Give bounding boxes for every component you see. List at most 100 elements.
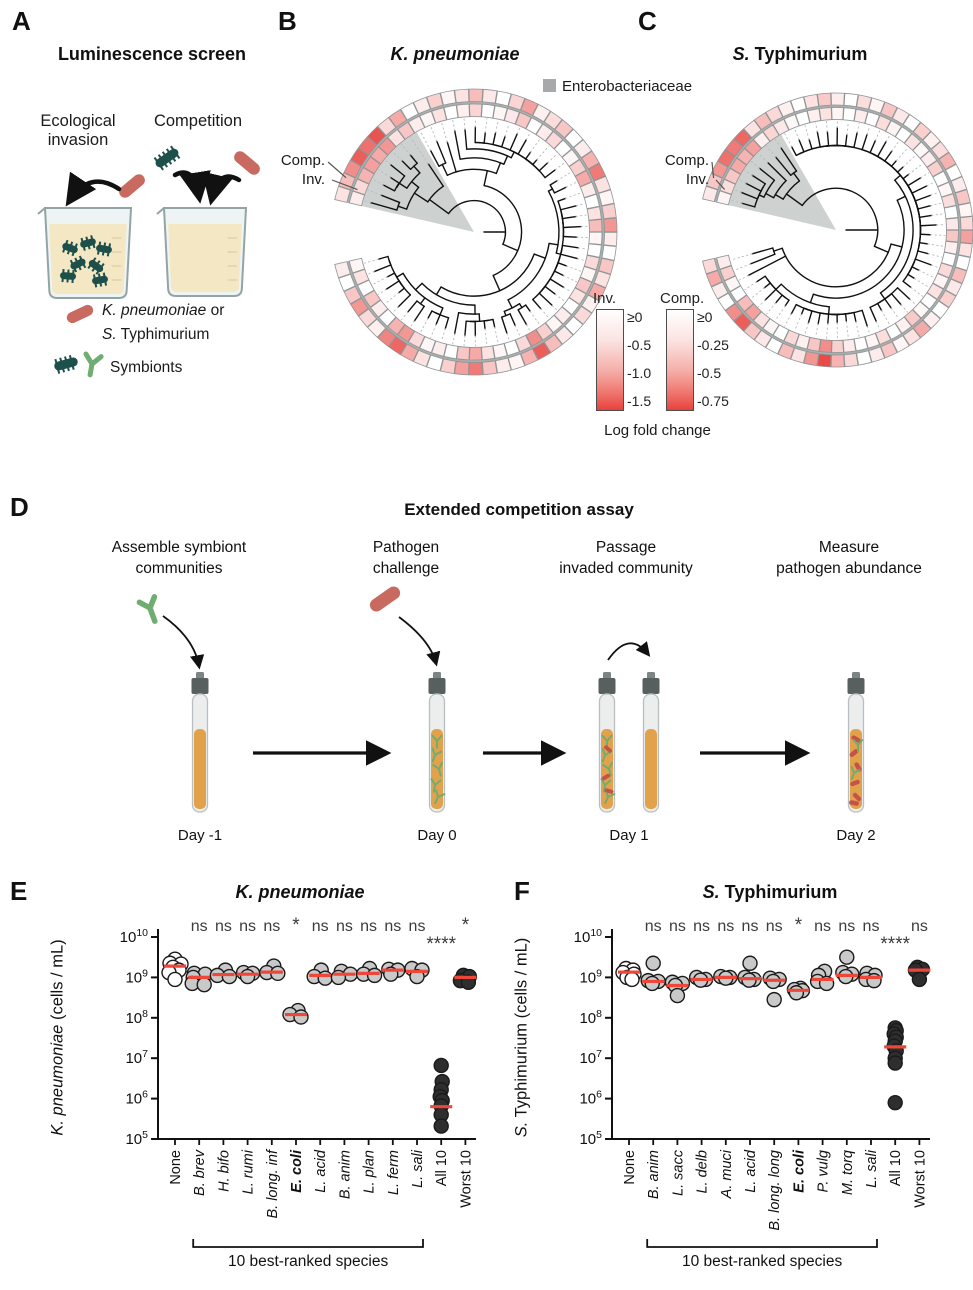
svg-text:L. delb: L. delb [695, 1150, 711, 1194]
svg-text:ns: ns [645, 918, 662, 935]
panel-d-label: D [10, 492, 29, 522]
svg-text:L. plan: L. plan [362, 1150, 378, 1194]
svg-text:ns: ns [384, 918, 401, 935]
svg-text:ns: ns [360, 918, 377, 935]
svg-text:Worst 10: Worst 10 [912, 1150, 928, 1208]
panel-b-comp-label: Comp. [280, 152, 325, 169]
svg-text:All 10: All 10 [434, 1150, 450, 1186]
svg-text:ns: ns [863, 918, 880, 935]
legend-pathogen-line2: S. Typhimurium [102, 326, 210, 343]
svg-text:108: 108 [125, 1008, 148, 1027]
panel-b-inv-label: Inv. [301, 171, 325, 188]
panel-c-comp-label: Comp. [664, 152, 709, 169]
svg-text:ns: ns [766, 918, 783, 935]
panel-b-tree [327, 88, 618, 376]
colorbar-comp [666, 309, 694, 411]
step-challenge: Pathogen challenge [372, 539, 440, 577]
panel-b-label: B [278, 6, 297, 36]
day-0-label: Day 0 [417, 827, 457, 844]
colorbar-tick: -0.5 [697, 365, 722, 381]
panel-f-plot: 1010 109 108 107 106 105 None B. anim ns L. sacc n… [574, 915, 931, 1270]
svg-text:ns: ns [409, 918, 426, 935]
svg-text:L. acid: L. acid [743, 1149, 759, 1193]
svg-text:1010: 1010 [120, 927, 149, 946]
svg-text:ns: ns [814, 918, 831, 935]
method-competition: Competition [153, 112, 243, 130]
panel-c-tree [702, 92, 973, 368]
svg-text:ns: ns [911, 918, 928, 935]
svg-text:107: 107 [125, 1048, 148, 1067]
svg-text:ns: ns [742, 918, 759, 935]
svg-text:105: 105 [125, 1129, 148, 1148]
panel-c-inv-label: Inv. [685, 171, 709, 188]
colorbar-tick: -0.25 [697, 337, 729, 353]
panel-a-art [37, 145, 260, 378]
day-minus1-label: Day -1 [177, 827, 223, 844]
svg-text:109: 109 [125, 967, 148, 986]
svg-text:109: 109 [579, 967, 602, 986]
step-assemble: Assemble symbiont communities [111, 539, 247, 577]
svg-text:A. muci: A. muci [719, 1149, 735, 1199]
entero-legend: Enterobacteriaceae [543, 78, 692, 95]
svg-text:None: None [622, 1150, 638, 1185]
svg-text:B. anim: B. anim [337, 1150, 353, 1199]
colorbar-tick: ≥0 [697, 309, 713, 325]
panel-c-title: S. Typhimurium [732, 44, 868, 64]
panel-e-plot: 1010 109 108 107 106 105 None B. brev ns H. bifo n… [120, 915, 478, 1270]
step-passage: Passage invaded community [559, 539, 693, 577]
colorbar-tick: -1.5 [627, 393, 652, 409]
svg-text:ns: ns [717, 918, 734, 935]
method-ecological-invasion: Ecological invasion [40, 112, 116, 149]
colorbar-tick: -0.75 [697, 393, 729, 409]
day-2-label: Day 2 [836, 827, 876, 844]
svg-text:ns: ns [669, 918, 686, 935]
svg-text:ns: ns [336, 918, 353, 935]
svg-text:ns: ns [191, 918, 208, 935]
svg-text:1010: 1010 [574, 927, 603, 946]
panel-a-title: Luminescence screen [57, 44, 247, 64]
colorbar-inv [596, 309, 624, 411]
svg-text:E. coli: E. coli [791, 1149, 807, 1193]
panel-a-label: A [12, 6, 31, 36]
legend-pathogen-line1: K. pneumoniae or [102, 302, 225, 319]
svg-text:107: 107 [579, 1048, 602, 1067]
svg-text:*: * [795, 915, 803, 936]
svg-text:ns: ns [263, 918, 280, 935]
colorbar-tick: -0.5 [627, 337, 652, 353]
svg-text:*: * [292, 915, 300, 936]
panel-c-label: C [638, 6, 657, 36]
svg-text:L. sacc: L. sacc [670, 1149, 686, 1196]
day-1-label: Day 1 [609, 827, 649, 844]
svg-text:****: **** [426, 934, 456, 955]
svg-text:L. sali: L. sali [864, 1149, 880, 1188]
svg-text:B. brev: B. brev [192, 1149, 208, 1196]
panel-d-art [136, 586, 865, 813]
svg-text:106: 106 [579, 1089, 602, 1108]
svg-text:B. anim: B. anim [646, 1150, 662, 1199]
step-measure: Measure pathogen abundance [776, 539, 922, 577]
svg-text:None: None [168, 1150, 184, 1185]
svg-text:ns: ns [693, 918, 710, 935]
svg-text:L. ferm: L. ferm [386, 1150, 402, 1195]
svg-text:106: 106 [125, 1089, 148, 1108]
svg-text:105: 105 [579, 1129, 602, 1148]
colorbar-tick: ≥0 [627, 309, 643, 325]
colorbar-comp-title: Comp. [660, 290, 705, 307]
colorbar-caption: Log fold change [604, 422, 711, 439]
svg-text:P. vulg: P. vulg [816, 1150, 832, 1192]
svg-text:10 best-ranked species: 10 best-ranked species [228, 1253, 389, 1270]
svg-text:ns: ns [312, 918, 329, 935]
svg-text:Worst 10: Worst 10 [458, 1150, 474, 1208]
svg-text:*: * [462, 915, 470, 936]
svg-text:M. torq: M. torq [840, 1150, 856, 1195]
svg-text:****: **** [880, 934, 910, 955]
legend-symbionts: Symbionts [110, 359, 183, 376]
svg-text:L. acid: L. acid [313, 1149, 329, 1193]
panel-b-title: K. pneumoniae [390, 44, 520, 64]
svg-text:10 best-ranked species: 10 best-ranked species [682, 1253, 843, 1270]
entero-legend-swatch [543, 79, 556, 92]
svg-text:ns: ns [239, 918, 256, 935]
svg-text:B. long. inf: B. long. inf [265, 1148, 281, 1218]
svg-text:All 10: All 10 [888, 1150, 904, 1186]
